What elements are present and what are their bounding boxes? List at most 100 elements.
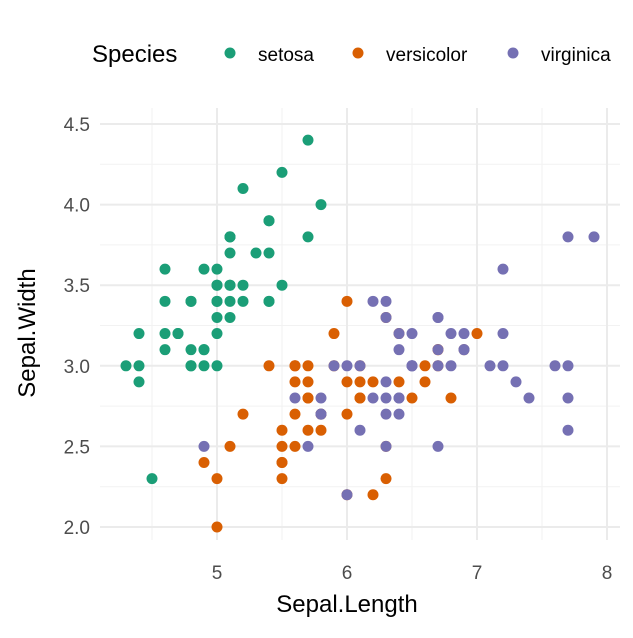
point-versicolor [198, 457, 210, 469]
point-virginica [497, 360, 509, 372]
point-virginica [380, 392, 392, 404]
point-setosa [211, 360, 223, 372]
x-axis-title: Sepal.Length [276, 591, 417, 618]
point-setosa [211, 311, 223, 323]
point-setosa [211, 279, 223, 291]
point-versicolor [445, 392, 457, 404]
point-setosa [263, 295, 275, 307]
point-versicolor [393, 376, 405, 388]
point-setosa [159, 328, 171, 340]
point-setosa [198, 344, 210, 356]
point-versicolor [367, 489, 379, 501]
y-tick-label: 4.0 [64, 196, 90, 217]
point-versicolor [354, 376, 366, 388]
point-virginica [406, 328, 418, 340]
point-virginica [497, 328, 509, 340]
point-setosa [302, 134, 314, 146]
point-virginica [549, 360, 561, 372]
point-virginica [380, 295, 392, 307]
point-virginica [380, 311, 392, 323]
point-setosa [263, 215, 275, 227]
point-setosa [224, 231, 236, 243]
x-tick-label: 8 [602, 563, 613, 584]
point-versicolor [211, 473, 223, 485]
point-setosa [198, 263, 210, 275]
point-versicolor [263, 360, 275, 372]
point-setosa [224, 279, 236, 291]
point-virginica [562, 392, 574, 404]
point-virginica [380, 440, 392, 452]
point-virginica [198, 440, 210, 452]
point-setosa [198, 360, 210, 372]
point-virginica [367, 392, 379, 404]
legend: Species setosa versicolor virginica [92, 41, 611, 68]
point-virginica [354, 424, 366, 436]
point-virginica [432, 344, 444, 356]
point-versicolor [289, 440, 301, 452]
legend-key-setosa [224, 47, 236, 59]
legend-title: Species [92, 41, 177, 68]
point-setosa [315, 199, 327, 211]
point-virginica [367, 295, 379, 307]
y-tick-label: 4.5 [64, 115, 90, 136]
point-versicolor [289, 360, 301, 372]
point-virginica [432, 440, 444, 452]
point-setosa [146, 473, 158, 485]
point-versicolor [315, 424, 327, 436]
point-versicolor [302, 424, 314, 436]
point-setosa [211, 295, 223, 307]
point-setosa [263, 247, 275, 259]
point-versicolor [237, 408, 249, 420]
point-virginica [302, 440, 314, 452]
point-versicolor [419, 376, 431, 388]
point-virginica [523, 392, 535, 404]
point-versicolor [276, 457, 288, 469]
point-setosa [237, 279, 249, 291]
point-versicolor [302, 376, 314, 388]
point-versicolor [341, 376, 353, 388]
point-virginica [458, 328, 470, 340]
point-virginica [458, 344, 470, 356]
point-versicolor [302, 392, 314, 404]
point-setosa [133, 376, 145, 388]
point-virginica [445, 360, 457, 372]
y-tick-label: 3.0 [64, 357, 90, 378]
point-virginica [432, 360, 444, 372]
point-versicolor [289, 408, 301, 420]
point-virginica [445, 328, 457, 340]
point-versicolor [341, 408, 353, 420]
point-setosa [302, 231, 314, 243]
legend-key-virginica [507, 47, 519, 59]
point-virginica [354, 360, 366, 372]
point-virginica [380, 376, 392, 388]
point-versicolor [341, 295, 353, 307]
y-tick-label: 2.5 [64, 437, 90, 458]
point-versicolor [328, 328, 340, 340]
point-setosa [133, 360, 145, 372]
point-virginica [497, 263, 509, 275]
point-versicolor [276, 424, 288, 436]
point-virginica [393, 344, 405, 356]
point-setosa [133, 328, 145, 340]
ticks: 5 6 7 8 2.0 2.5 3.0 3.5 4.0 4.5 [64, 115, 613, 584]
point-setosa [185, 360, 197, 372]
point-virginica [406, 360, 418, 372]
point-setosa [159, 344, 171, 356]
point-virginica [484, 360, 496, 372]
legend-label-versicolor: versicolor [386, 45, 468, 66]
point-versicolor [354, 392, 366, 404]
x-tick-label: 7 [472, 563, 483, 584]
point-virginica [393, 328, 405, 340]
point-virginica [562, 231, 574, 243]
point-setosa [237, 182, 249, 194]
point-virginica [341, 489, 353, 501]
point-setosa [211, 263, 223, 275]
point-setosa [159, 263, 171, 275]
point-virginica [289, 392, 301, 404]
x-tick-label: 6 [342, 563, 353, 584]
point-versicolor [302, 360, 314, 372]
point-virginica [432, 311, 444, 323]
point-setosa [211, 328, 223, 340]
x-tick-label: 5 [212, 563, 223, 584]
